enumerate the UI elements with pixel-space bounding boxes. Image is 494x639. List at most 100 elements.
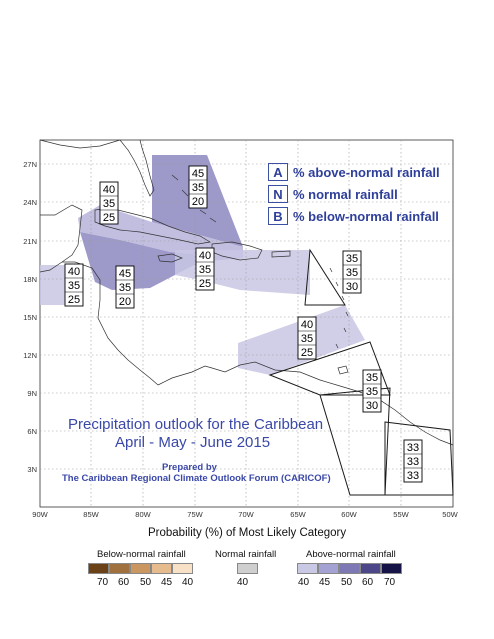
lesser-antilles-zone-outline	[304, 248, 346, 306]
zone-box-guyana: 35 35 30	[362, 369, 382, 413]
forum-name: The Caribbean Regional Climate Outlook F…	[62, 473, 331, 484]
zone-normal-value: 35	[119, 282, 131, 294]
hispaniola-coast	[211, 241, 263, 261]
above-swatch	[381, 563, 402, 574]
zone-box-leeward: 35 35 30	[342, 250, 362, 294]
zone-normal-value: 35	[346, 267, 358, 279]
below-swatch	[151, 563, 172, 574]
lat-label: 18N	[23, 275, 37, 284]
zone-above-value: 45	[192, 168, 204, 180]
probability-boxes: 45 35 20 40 35 25 40 35 25 45 35 20	[64, 165, 423, 483]
lat-label: 24N	[23, 198, 37, 207]
lon-label: 50W	[442, 510, 458, 519]
above-swatch	[339, 563, 360, 574]
south-america-coast	[157, 361, 454, 446]
zone-cuba-shade	[78, 205, 243, 258]
map-period: April - May - June 2015	[115, 434, 271, 451]
below-swatch	[130, 563, 151, 574]
below-swatch	[109, 563, 130, 574]
zone-box-french-guiana: 33 33 33	[403, 439, 423, 483]
latitude-labels: 27N 24N 21N 18N 15N 12N 9N 6N 3N	[23, 160, 37, 474]
zone-below-value: 30	[346, 281, 358, 293]
zone-box-hispaniola: 40 35 25	[195, 247, 215, 291]
central-america-coast	[62, 261, 159, 386]
lat-label: 9N	[27, 389, 37, 398]
zone-normal-value: 35	[199, 264, 211, 276]
below-tick: 45	[161, 577, 173, 588]
lat-label: 27N	[23, 160, 37, 169]
map-title: Precipitation outlook for the Caribbean	[68, 416, 324, 433]
lesser-antilles-islands	[329, 267, 349, 349]
zone-above-value: 40	[199, 250, 211, 262]
zone-below-value: 30	[366, 400, 378, 412]
normal-swatch	[237, 563, 258, 574]
normal-label: Normal rainfall	[215, 549, 277, 560]
zone-normal-value: 35	[301, 333, 313, 345]
lon-label: 85W	[83, 510, 99, 519]
zone-below-value: 20	[192, 196, 204, 208]
zone-above-value: 35	[346, 253, 358, 265]
lat-label: 3N	[27, 465, 37, 474]
above-swatch	[318, 563, 339, 574]
zone-normal-value: 35	[192, 182, 204, 194]
yucatan-coast	[39, 204, 83, 273]
zone-box-cuba: 40 35 25	[99, 181, 119, 225]
zone-box-jamaica: 45 35 20	[115, 265, 135, 309]
zone-above-value: 40	[103, 184, 115, 196]
lon-label: 55W	[393, 510, 409, 519]
zone-normal-value: 35	[366, 386, 378, 398]
lat-label: 15N	[23, 313, 37, 322]
lon-label: 75W	[187, 510, 203, 519]
zone-above-value: 33	[407, 442, 419, 454]
above-swatch	[297, 563, 318, 574]
key-below-letter: B	[268, 207, 288, 225]
normal-tick: 40	[237, 577, 249, 588]
above-tick: 60	[362, 577, 374, 588]
key-normal-text: % normal rainfall	[293, 186, 398, 202]
lon-label: 80W	[135, 510, 151, 519]
trinidad-island	[337, 365, 349, 375]
lat-label: 12N	[23, 351, 37, 360]
prepared-by-label: Prepared by	[162, 462, 217, 473]
zone-above-value: 35	[366, 372, 378, 384]
zone-box-bahamas: 45 35 20	[188, 165, 208, 209]
zone-above-value: 40	[301, 319, 313, 331]
zone-normal-value: 33	[407, 456, 419, 468]
lon-label: 60W	[341, 510, 357, 519]
zone-above-value: 40	[68, 266, 80, 278]
below-swatch	[88, 563, 109, 574]
zone-normal-value: 35	[103, 198, 115, 210]
below-tick: 50	[140, 577, 152, 588]
french-guiana-zone-outline	[384, 421, 454, 496]
zone-below-value: 33	[407, 470, 419, 482]
zone-normal-value: 35	[68, 280, 80, 292]
below-tick: 60	[118, 577, 130, 588]
above-normal-label: Above-normal rainfall	[306, 549, 396, 560]
florida-coast	[119, 139, 155, 197]
zone-below-value: 25	[301, 347, 313, 359]
jamaica-coast	[157, 253, 183, 263]
key-normal-row: N % normal rainfall	[268, 184, 440, 204]
zone-below-value: 25	[199, 278, 211, 290]
zone-above-value: 45	[119, 268, 131, 280]
lon-label: 90W	[32, 510, 48, 519]
colorbar-title: Probability (%) of Most Likely Category	[148, 527, 347, 539]
cuba-coast	[94, 207, 211, 245]
below-tick: 70	[97, 577, 109, 588]
key-normal-letter: N	[268, 185, 288, 203]
zone-below-value: 25	[68, 294, 80, 306]
above-tick: 45	[319, 577, 331, 588]
above-swatch	[360, 563, 381, 574]
longitude-labels: 90W 85W 80W 75W 70W 65W 60W 55W 50W	[32, 510, 458, 519]
gulf-coast	[39, 139, 121, 149]
key-above-text: % above-normal rainfall	[293, 164, 440, 180]
below-tick: 40	[182, 577, 194, 588]
key-above-letter: A	[268, 163, 288, 181]
zone-below-value: 25	[103, 212, 115, 224]
above-tick: 70	[384, 577, 396, 588]
puerto-rico-coast	[271, 250, 291, 258]
lon-label: 65W	[290, 510, 306, 519]
zone-box-windward: 40 35 25	[297, 316, 317, 360]
zone-box-west: 40 35 25	[64, 263, 84, 307]
